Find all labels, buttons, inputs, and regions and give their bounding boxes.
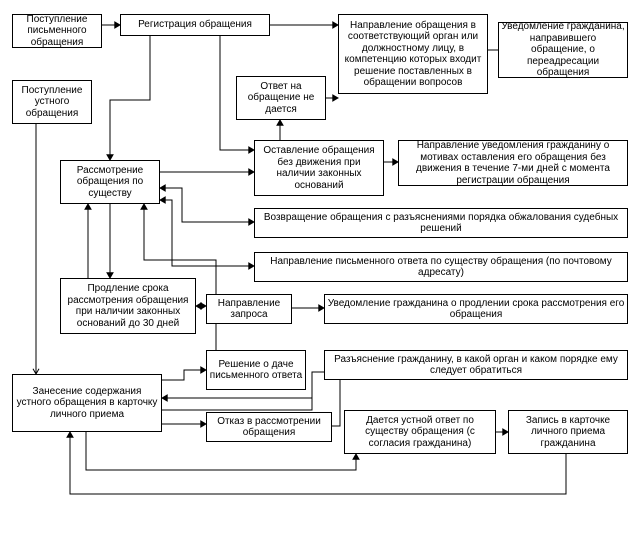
node-n15: Решение о даче письменного ответа [206, 350, 306, 390]
node-n1: Поступление письменного обращения [12, 14, 102, 48]
node-n3: Направление обращения в соответствующий … [338, 14, 488, 94]
edge-n2-n9 [110, 36, 150, 160]
node-n16: Разъяснение гражданину, в какой орган и … [324, 350, 628, 380]
node-n10: Возвращение обращения с разъяснениями по… [254, 208, 628, 238]
node-n13: Направление запроса [206, 294, 292, 324]
node-n14: Уведомление гражданина о продлении срока… [324, 294, 628, 324]
node-n11: Направление письменного ответа по сущест… [254, 252, 628, 282]
node-n4: Уведомление гражданина, направившего обр… [498, 22, 628, 78]
node-n5: Поступление устного обращения [12, 80, 92, 124]
node-n19: Дается устной ответ по существу обращени… [344, 410, 496, 454]
node-n8: Направление уведомления гражданину о мот… [398, 140, 628, 186]
node-n18: Отказ в рассмотрении обращения [206, 412, 332, 442]
edge-n17-n15 [162, 370, 206, 380]
node-n17: Занесение содержания устного обращения в… [12, 374, 162, 432]
node-n12: Продление срока рассмотрения обращения п… [60, 278, 196, 334]
node-n20: Запись в карточке личного приема граждан… [508, 410, 628, 454]
node-n9: Рассмотрение обращения по существу [60, 160, 160, 204]
edge-n9-n10 [160, 188, 254, 222]
edge-n9-n11 [160, 200, 254, 266]
node-n7: Оставление обращения без движения при на… [254, 140, 384, 196]
edge-n18-n16 [332, 380, 340, 426]
node-n2: Регистрация обращения [120, 14, 270, 36]
node-n6: Ответ на обращение не дается [236, 76, 326, 120]
